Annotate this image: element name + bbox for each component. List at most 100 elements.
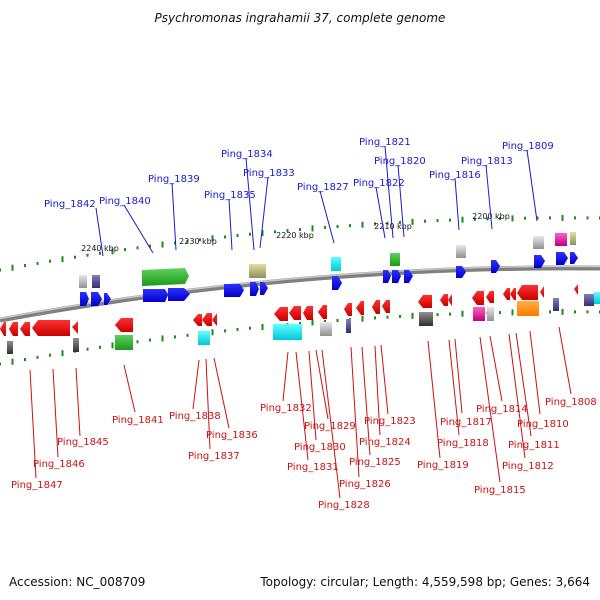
- gene-arrow-reverse[interactable]: [289, 306, 301, 320]
- gene-label-ping-1813[interactable]: Ping_1813: [461, 156, 513, 167]
- gene-arrow-reverse[interactable]: [382, 300, 390, 313]
- gene-arrow-reverse[interactable]: [574, 284, 578, 295]
- gene-label-ping-1822[interactable]: Ping_1822: [353, 178, 405, 189]
- gene-arrow-forward[interactable]: [224, 284, 244, 297]
- gene-arrow-forward[interactable]: [143, 289, 168, 302]
- gene-arrow-reverse[interactable]: [418, 295, 432, 308]
- gene-arrow-reverse[interactable]: [202, 313, 212, 326]
- gene-label-ping-1834[interactable]: Ping_1834: [221, 149, 273, 160]
- gene-arrow-reverse[interactable]: [440, 294, 448, 306]
- gene-label-ping-1840[interactable]: Ping_1840: [99, 196, 151, 207]
- gene-label-ping-1811[interactable]: Ping_1811: [508, 440, 560, 451]
- gene-arrow-reverse[interactable]: [193, 314, 202, 326]
- gene-label-ping-1845[interactable]: Ping_1845: [57, 437, 109, 448]
- gene-label-ping-1818[interactable]: Ping_1818: [437, 438, 489, 449]
- gene-arrow-reverse[interactable]: [303, 306, 313, 320]
- gene-label-ping-1835[interactable]: Ping_1835: [204, 190, 256, 201]
- gene-label-ping-1816[interactable]: Ping_1816: [429, 170, 481, 181]
- gene-arrow-forward[interactable]: [534, 255, 545, 268]
- gene-label-ping-1846[interactable]: Ping_1846: [33, 459, 85, 470]
- gene-arrow-reverse[interactable]: [517, 285, 538, 300]
- gene-arrow-reverse[interactable]: [0, 322, 6, 336]
- gene-arrow-reverse[interactable]: [356, 301, 364, 315]
- gene-label-ping-1809[interactable]: Ping_1809: [502, 141, 554, 152]
- gene-label-ping-1836[interactable]: Ping_1836: [206, 430, 258, 441]
- gene-feature[interactable]: [517, 301, 539, 316]
- gene-label-ping-1815[interactable]: Ping_1815: [474, 485, 526, 496]
- gene-arrow-forward[interactable]: [91, 292, 102, 306]
- gene-arrow-forward[interactable]: [456, 266, 466, 278]
- gene-arrow-forward[interactable]: [104, 293, 111, 305]
- gene-label-ping-1817[interactable]: Ping_1817: [440, 417, 492, 428]
- gene-feature[interactable]: [473, 307, 485, 321]
- gene-arrow-forward[interactable]: [392, 270, 401, 283]
- gene-feature[interactable]: [553, 298, 559, 311]
- gene-label-ping-1824[interactable]: Ping_1824: [359, 437, 411, 448]
- gene-label-ping-1821[interactable]: Ping_1821: [359, 137, 411, 148]
- gene-feature[interactable]: [570, 232, 576, 245]
- gene-feature[interactable]: [487, 307, 494, 321]
- gene-label-ping-1810[interactable]: Ping_1810: [517, 419, 569, 430]
- gene-feature[interactable]: [456, 245, 466, 258]
- gene-arrow-reverse[interactable]: [372, 300, 380, 314]
- gene-arrow-reverse[interactable]: [115, 318, 133, 332]
- gene-arrow-reverse[interactable]: [32, 320, 70, 336]
- gene-arrow-reverse[interactable]: [540, 286, 544, 298]
- gene-feature[interactable]: [79, 275, 87, 288]
- gene-feature[interactable]: [419, 312, 433, 326]
- gene-label-ping-1837[interactable]: Ping_1837: [188, 451, 240, 462]
- gene-feature[interactable]: [92, 275, 100, 288]
- gene-arrow-reverse[interactable]: [510, 288, 516, 300]
- gene-label-ping-1808[interactable]: Ping_1808: [545, 397, 597, 408]
- gene-arrow-reverse[interactable]: [20, 322, 30, 336]
- gene-feature[interactable]: [390, 253, 400, 266]
- gene-arrow-forward[interactable]: [260, 282, 268, 295]
- gene-arrow-reverse[interactable]: [486, 291, 494, 303]
- gene-arrow-reverse[interactable]: [448, 294, 452, 306]
- gene-feature[interactable]: [584, 294, 594, 306]
- gene-label-ping-1823[interactable]: Ping_1823: [364, 416, 416, 427]
- gene-arrow-reverse[interactable]: [72, 321, 78, 334]
- gene-label-ping-1842[interactable]: Ping_1842: [44, 199, 96, 210]
- gene-feature[interactable]: [273, 324, 302, 340]
- gene-feature[interactable]: [555, 233, 567, 246]
- gene-label-ping-1831[interactable]: Ping_1831: [287, 462, 339, 473]
- gene-feature[interactable]: [594, 292, 600, 304]
- gene-feature[interactable]: [198, 331, 210, 345]
- gene-label-ping-1832[interactable]: Ping_1832: [260, 403, 312, 414]
- gene-feature[interactable]: [115, 335, 133, 350]
- gene-arrow-forward[interactable]: [491, 260, 500, 273]
- gene-label-ping-1839[interactable]: Ping_1839: [148, 174, 200, 185]
- gene-feature[interactable]: [331, 257, 341, 271]
- gene-arrow-forward[interactable]: [168, 288, 190, 301]
- gene-label-ping-1833[interactable]: Ping_1833: [243, 168, 295, 179]
- gene-feature[interactable]: [73, 338, 79, 352]
- gene-feature[interactable]: [320, 322, 332, 336]
- gene-label-ping-1812[interactable]: Ping_1812: [502, 461, 554, 472]
- gene-arrow-reverse[interactable]: [274, 307, 288, 321]
- gene-arrow-forward[interactable]: [570, 252, 578, 264]
- gene-label-ping-1825[interactable]: Ping_1825: [349, 457, 401, 468]
- gene-arrow-reverse[interactable]: [344, 303, 352, 316]
- gene-arrow-forward[interactable]: [142, 268, 189, 286]
- gene-label-ping-1828[interactable]: Ping_1828: [318, 500, 370, 511]
- gene-arrow-reverse[interactable]: [472, 291, 484, 305]
- gene-label-ping-1826[interactable]: Ping_1826: [339, 479, 391, 490]
- gene-feature[interactable]: [346, 319, 351, 333]
- gene-label-ping-1847[interactable]: Ping_1847: [11, 480, 63, 491]
- gene-label-ping-1829[interactable]: Ping_1829: [304, 421, 356, 432]
- gene-label-ping-1819[interactable]: Ping_1819: [417, 460, 469, 471]
- gene-arrow-reverse[interactable]: [503, 288, 510, 300]
- gene-feature[interactable]: [249, 264, 266, 278]
- gene-feature[interactable]: [533, 236, 544, 249]
- gene-label-ping-1841[interactable]: Ping_1841: [112, 415, 164, 426]
- gene-arrow-forward[interactable]: [250, 282, 259, 296]
- gene-feature[interactable]: [7, 341, 13, 354]
- gene-arrow-reverse[interactable]: [9, 322, 18, 336]
- gene-arrow-reverse[interactable]: [318, 305, 327, 319]
- gene-label-ping-1814[interactable]: Ping_1814: [476, 404, 528, 415]
- gene-arrow-forward[interactable]: [332, 276, 342, 290]
- gene-arrow-forward[interactable]: [383, 270, 391, 283]
- gene-arrow-forward[interactable]: [80, 292, 89, 306]
- gene-label-ping-1838[interactable]: Ping_1838: [169, 411, 221, 422]
